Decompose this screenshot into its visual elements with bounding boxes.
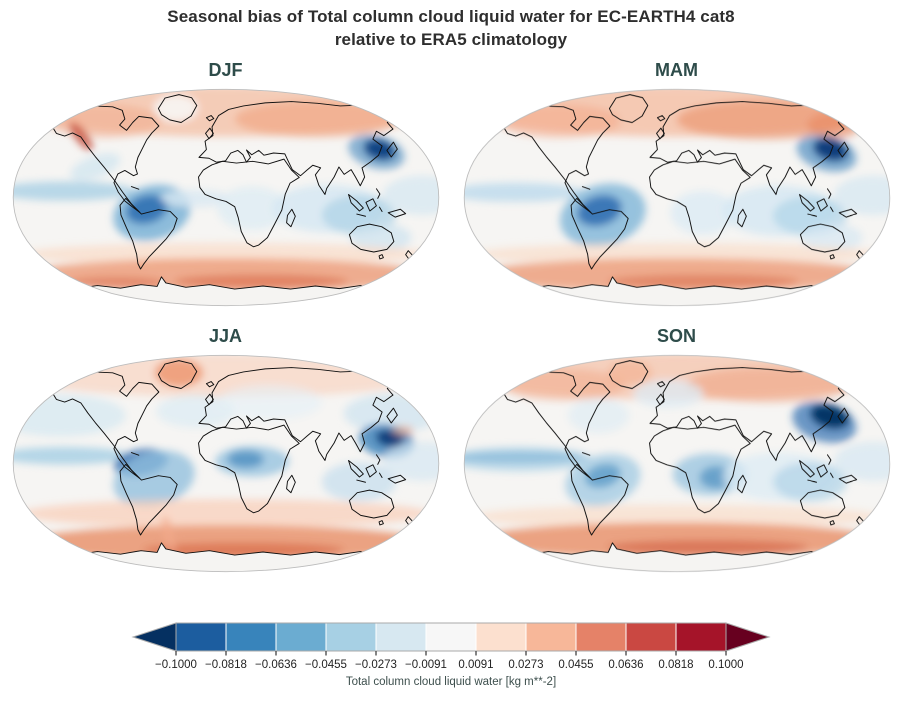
colorbar-segment <box>575 622 627 652</box>
colorbar-tick-label: 0.0455 <box>558 659 593 671</box>
colorbar-tick-label: −0.0818 <box>205 659 247 671</box>
colorbar-tick-label: 0.0818 <box>658 659 693 671</box>
colorbar-tick-label: −0.0091 <box>405 659 447 671</box>
panel-title-son: SON <box>656 326 696 346</box>
colorbar-tick-label: 0.1000 <box>708 659 743 671</box>
colorbar-segment <box>475 622 527 652</box>
colorbar-under-arrow <box>131 622 177 652</box>
colorbar-segment <box>675 622 727 652</box>
panel-grid: DJF MAM JJA SON <box>0 55 902 577</box>
panel-title-djf: DJF <box>208 60 243 80</box>
colorbar: −0.1000 −0.0818 −0.0636 −0.0455 −0.0273 −0.00… <box>0 621 902 688</box>
map-panel-son: SON <box>451 321 902 577</box>
colorbar-tick-label: 0.0636 <box>608 659 643 671</box>
colorbar-segment <box>525 622 577 652</box>
map-panel-jja: JJA <box>0 321 451 577</box>
colorbar-tick-label: −0.0636 <box>255 659 297 671</box>
colorbar-segment <box>375 622 427 652</box>
colorbar-tick-label: −0.0455 <box>305 659 347 671</box>
colorbar-tick-label: 0.0273 <box>508 659 543 671</box>
world-map-djf <box>12 88 439 307</box>
colorbar-segment <box>275 622 327 652</box>
colorbar-segment <box>425 622 477 652</box>
colorbar-over-arrow <box>725 622 771 652</box>
colorbar-segment <box>625 622 677 652</box>
figure-title: Seasonal bias of Total column cloud liqu… <box>0 0 902 51</box>
map-panel-djf: DJF <box>0 55 451 311</box>
colorbar-outline <box>175 622 727 652</box>
colorbar-tick-label: 0.0091 <box>458 659 493 671</box>
colorbar-segment <box>225 622 277 652</box>
world-map-mam <box>463 88 890 307</box>
figure-title-line-1: Seasonal bias of Total column cloud liqu… <box>167 7 735 26</box>
map-panel-mam: MAM <box>451 55 902 311</box>
figure-title-line-2: relative to ERA5 climatology <box>334 30 568 49</box>
colorbar-segment <box>175 622 227 652</box>
colorbar-segment <box>325 622 377 652</box>
world-map-son <box>463 354 890 573</box>
panel-title-mam: MAM <box>655 60 698 80</box>
colorbar-label: Total column cloud liquid water [kg m**-… <box>345 676 557 688</box>
world-map-jja <box>12 354 439 573</box>
colorbar-svg: −0.1000 −0.0818 −0.0636 −0.0455 −0.0273 −0.00… <box>131 622 771 671</box>
colorbar-tick-label: −0.1000 <box>155 659 197 671</box>
panel-title-jja: JJA <box>208 326 243 346</box>
colorbar-tick-label: −0.0273 <box>355 659 397 671</box>
